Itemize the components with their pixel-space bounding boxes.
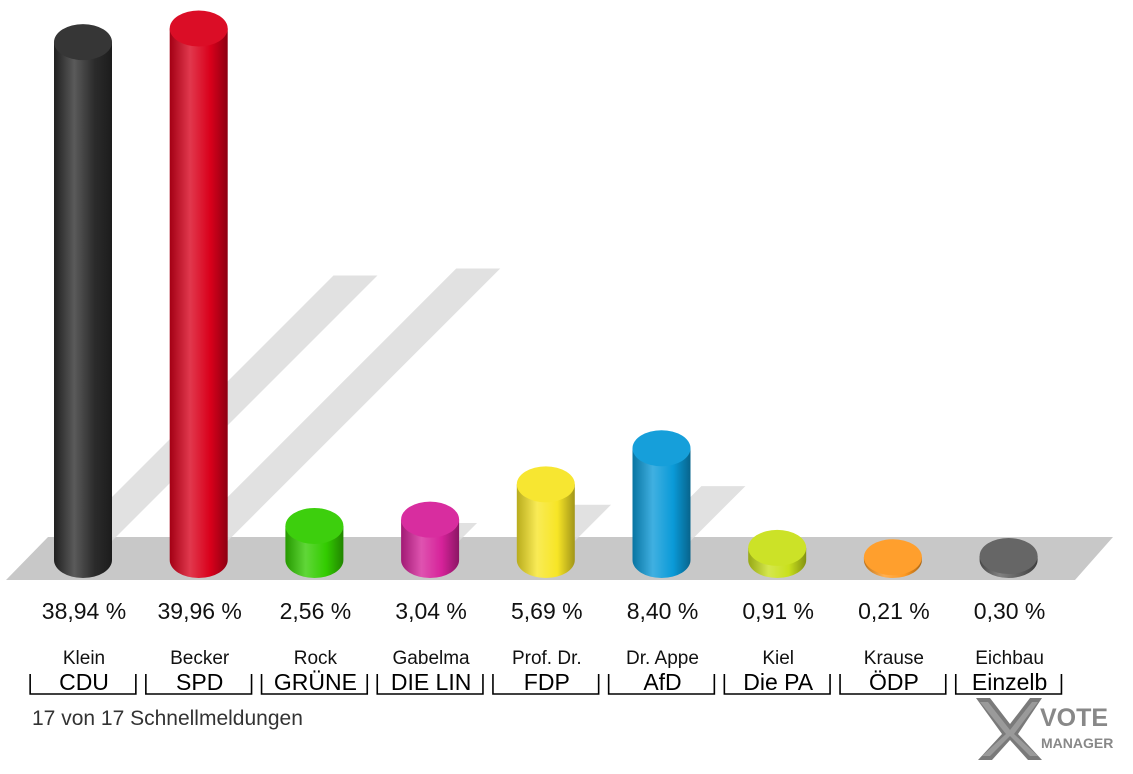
candidate-label: Prof. Dr. <box>512 648 582 669</box>
bar-top <box>517 466 575 502</box>
bar-top <box>285 508 343 544</box>
bar-top <box>980 538 1038 574</box>
bar-body <box>54 42 112 578</box>
bar-top <box>748 530 806 566</box>
bar-top <box>864 539 922 575</box>
bar-body <box>170 29 228 578</box>
logo-word-vote: VOTE <box>1040 704 1108 732</box>
value-label: 0,91 % <box>742 598 814 624</box>
bar-DIE LIN <box>401 502 459 578</box>
candidate-label: Rock <box>294 648 338 669</box>
bar-CDU <box>54 24 112 578</box>
party-label: FDP <box>524 669 570 695</box>
bar-top <box>633 430 691 466</box>
value-label: 2,56 % <box>280 598 352 624</box>
party-label: AfD <box>643 669 681 695</box>
candidate-label: Gabelma <box>393 648 471 669</box>
value-label: 0,30 % <box>974 598 1046 624</box>
candidate-label: Dr. Appe <box>626 648 699 669</box>
value-label: 38,94 % <box>42 598 126 624</box>
party-label: SPD <box>176 669 223 695</box>
candidate-label: Eichbau <box>975 648 1044 669</box>
party-label: ÖDP <box>869 669 919 695</box>
candidate-label: Kiel <box>762 648 794 669</box>
party-label: Die PA <box>743 669 814 695</box>
party-label: CDU <box>59 669 109 695</box>
candidate-label: Krause <box>864 648 924 669</box>
bar-SPD <box>170 11 228 578</box>
logo-word-manager: MANAGER <box>1041 735 1113 751</box>
bars <box>54 11 1038 578</box>
bar-top <box>170 11 228 47</box>
bar-Einzelb <box>980 538 1038 578</box>
ballot-x-icon <box>976 698 1042 760</box>
candidate-label: Becker <box>170 648 230 669</box>
candidate-label: Klein <box>63 648 105 669</box>
vote-manager-logo: VOTE MANAGER <box>968 690 1128 762</box>
party-label: GRÜNE <box>274 669 357 695</box>
bar-FDP <box>517 466 575 578</box>
party-label: DIE LIN <box>391 669 472 695</box>
value-label: 39,96 % <box>157 598 241 624</box>
bar-body <box>633 448 691 578</box>
report-status: 17 von 17 Schnellmeldungen <box>32 707 303 731</box>
bar-ÖDP <box>864 539 922 578</box>
bar-top <box>401 502 459 538</box>
value-label: 5,69 % <box>511 598 583 624</box>
bar-AfD <box>633 430 691 578</box>
bar-GRÜNE <box>285 508 343 578</box>
bar-top <box>54 24 112 60</box>
bar-Die PA <box>748 530 806 578</box>
value-label: 0,21 % <box>858 598 930 624</box>
value-label: 8,40 % <box>627 598 699 624</box>
value-label: 3,04 % <box>395 598 467 624</box>
